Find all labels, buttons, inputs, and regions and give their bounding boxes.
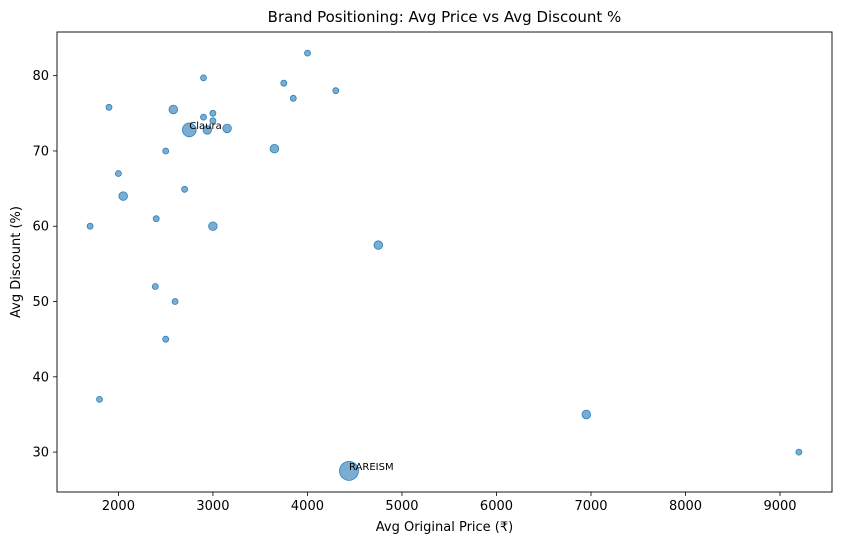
- scatter-point: [162, 335, 170, 343]
- scatter-point: [202, 125, 213, 135]
- scatter-point: [795, 448, 803, 456]
- scatter-point: [269, 143, 280, 154]
- point-annotation: RAREISM: [349, 462, 394, 473]
- x-tick-label: 8000: [669, 499, 702, 514]
- scatter-point: [200, 113, 207, 121]
- scatter-point: [118, 191, 128, 201]
- scatter-point: [304, 49, 311, 57]
- x-tick-label: 3000: [196, 499, 229, 514]
- scatter-point: [289, 94, 297, 102]
- point-annotation: Claura: [189, 121, 221, 132]
- scatter-point: [373, 240, 384, 250]
- points-layer: [86, 49, 803, 481]
- scatter-point: [105, 103, 113, 111]
- chart-title: Brand Positioning: Avg Price vs Avg Disc…: [268, 8, 622, 26]
- x-tick-label: 7000: [574, 499, 607, 514]
- y-axis-label: Avg Discount (%): [9, 206, 24, 318]
- scatter-point: [115, 170, 122, 177]
- scatter-point: [222, 123, 232, 134]
- scatter-point: [86, 222, 94, 230]
- x-tick-label: 6000: [480, 499, 513, 514]
- y-tick-label: 70: [32, 144, 49, 159]
- scatter-point: [200, 74, 207, 82]
- scatter-point: [152, 215, 160, 223]
- y-tick-label: 40: [32, 370, 49, 385]
- scatter-point: [181, 185, 189, 193]
- scatter-point: [339, 460, 359, 481]
- scatter-point: [151, 283, 159, 290]
- y-tick-label: 50: [32, 295, 49, 310]
- x-tick-label: 9000: [763, 499, 796, 514]
- y-tick-label: 30: [32, 446, 49, 461]
- y-tick-label: 80: [32, 69, 49, 84]
- scatter-point: [96, 395, 103, 403]
- x-tick-label: 4000: [291, 499, 324, 514]
- scatter-point: [209, 117, 217, 125]
- plot-area-frame: [56, 31, 833, 493]
- scatter-point: [208, 221, 218, 231]
- scatter-point: [171, 298, 179, 305]
- scatter-point: [209, 109, 217, 117]
- scatter-point: [280, 79, 288, 87]
- scatter-point: [332, 87, 340, 95]
- annotations-layer: Claura RAREISM: [189, 121, 393, 473]
- y-tick-label: 60: [32, 220, 49, 235]
- scatter-point: [581, 409, 592, 420]
- scatter-point: [182, 122, 197, 138]
- x-tick-label: 5000: [385, 499, 418, 514]
- x-tick-label: 2000: [102, 499, 135, 514]
- scatter-point: [162, 147, 170, 155]
- x-axis-label: Avg Original Price (₹): [376, 520, 513, 535]
- x-axis-ticks: 2000 3000 4000 5000 6000 7000 8000 9000: [102, 492, 797, 514]
- y-axis-ticks: 30 40 50 60 70 80: [32, 69, 57, 461]
- scatter-point: [168, 104, 179, 115]
